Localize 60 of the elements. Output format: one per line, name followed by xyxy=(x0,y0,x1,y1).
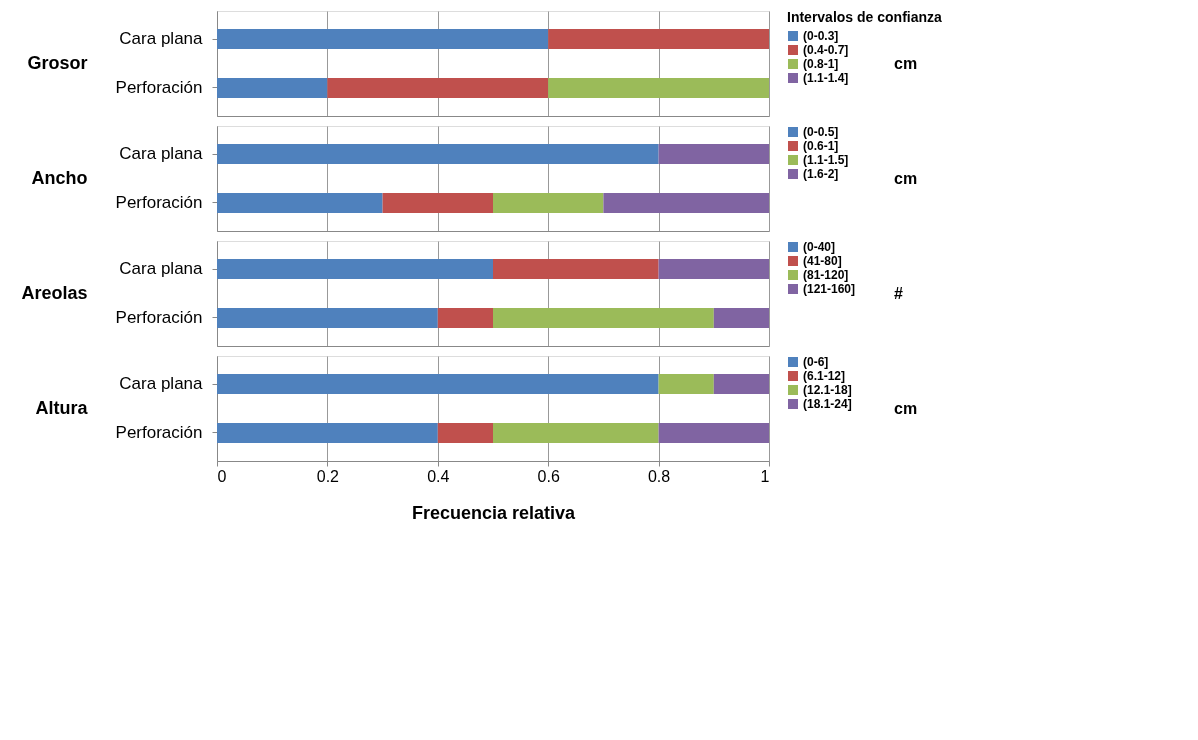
text: cm xyxy=(894,399,918,417)
legend-label: (0.4-0.7] xyxy=(803,43,849,57)
bar xyxy=(382,192,493,213)
x-tick-label: 0 xyxy=(217,467,227,485)
x-tick-label: 0.2 xyxy=(316,467,340,485)
bar xyxy=(603,192,769,213)
x-axis-title: Frecuencia relativa xyxy=(411,502,577,523)
y-axis-title: Ancho xyxy=(31,168,88,188)
bar xyxy=(437,307,493,328)
bar xyxy=(493,259,659,280)
text: cm xyxy=(894,169,918,187)
legend-label: (0-6] xyxy=(803,355,829,369)
y-tick-label: Perforación xyxy=(115,77,203,97)
legend-label: (0-0.3] xyxy=(803,29,839,43)
text: (1.1-1.5] xyxy=(803,153,849,167)
bar xyxy=(493,307,714,328)
text: # xyxy=(894,284,903,302)
y-tick-label: Cara plana xyxy=(119,374,204,394)
bar xyxy=(658,144,769,165)
y-tick-label: Perforación xyxy=(115,192,203,212)
text: (0-0.5] xyxy=(803,125,839,139)
text: (0-40] xyxy=(803,240,836,254)
legend-label: (0.8-1] xyxy=(803,57,839,71)
y-tick-label: Cara plana xyxy=(119,144,204,164)
bar xyxy=(658,374,714,395)
bar xyxy=(217,192,383,213)
legend-label: (1.6-2] xyxy=(803,167,839,181)
y-tick-label: Cara plana xyxy=(119,259,204,279)
text: (121-160] xyxy=(803,282,856,296)
bar xyxy=(658,259,769,280)
bar xyxy=(658,422,769,443)
text: (41-80] xyxy=(803,254,842,268)
bar xyxy=(217,259,493,280)
x-tick-label: 1 xyxy=(760,467,770,485)
legend-label: (6.1-12] xyxy=(803,369,846,383)
y-axis-title: Altura xyxy=(35,398,89,418)
bar xyxy=(217,422,438,443)
y-axis-title: Grosor xyxy=(27,53,88,73)
legend-label: (12.1-18] xyxy=(803,383,852,397)
x-tick-label: 0.6 xyxy=(537,467,560,485)
legend-label: (18.1-24] xyxy=(803,397,852,411)
bar xyxy=(217,144,659,165)
legend-label: (1.1-1.4] xyxy=(803,71,849,85)
bar xyxy=(493,192,604,213)
bar xyxy=(713,374,769,395)
bar xyxy=(217,307,438,328)
x-tick-label: 0.4 xyxy=(427,467,450,485)
text: cm xyxy=(894,54,918,72)
y-tick-label: Cara plana xyxy=(119,29,204,49)
x-tick-label: 0.8 xyxy=(647,467,671,485)
y-axis-title: Areolas xyxy=(21,283,88,303)
text: (81-120] xyxy=(803,268,849,282)
bar xyxy=(437,422,493,443)
bar xyxy=(493,422,659,443)
text: (0.6-1] xyxy=(803,139,839,153)
bar xyxy=(713,307,769,328)
bar xyxy=(217,374,659,395)
y-tick-label: Perforación xyxy=(115,307,203,327)
legend-title: Intervalos de confianza xyxy=(787,9,943,25)
y-tick-label: Perforación xyxy=(115,422,203,442)
